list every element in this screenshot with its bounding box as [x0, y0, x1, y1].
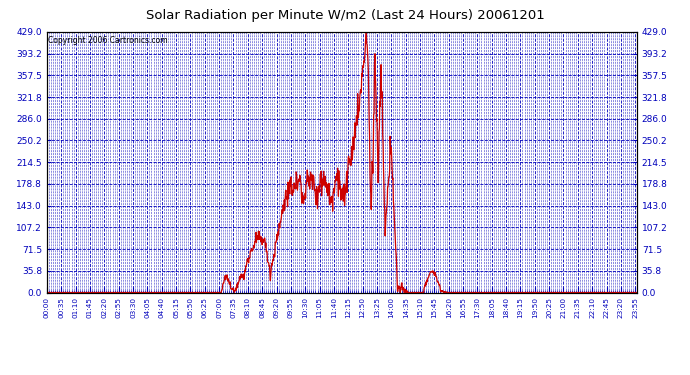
- Text: Solar Radiation per Minute W/m2 (Last 24 Hours) 20061201: Solar Radiation per Minute W/m2 (Last 24…: [146, 9, 544, 22]
- Text: Copyright 2006 Cartronics.com: Copyright 2006 Cartronics.com: [48, 36, 168, 45]
